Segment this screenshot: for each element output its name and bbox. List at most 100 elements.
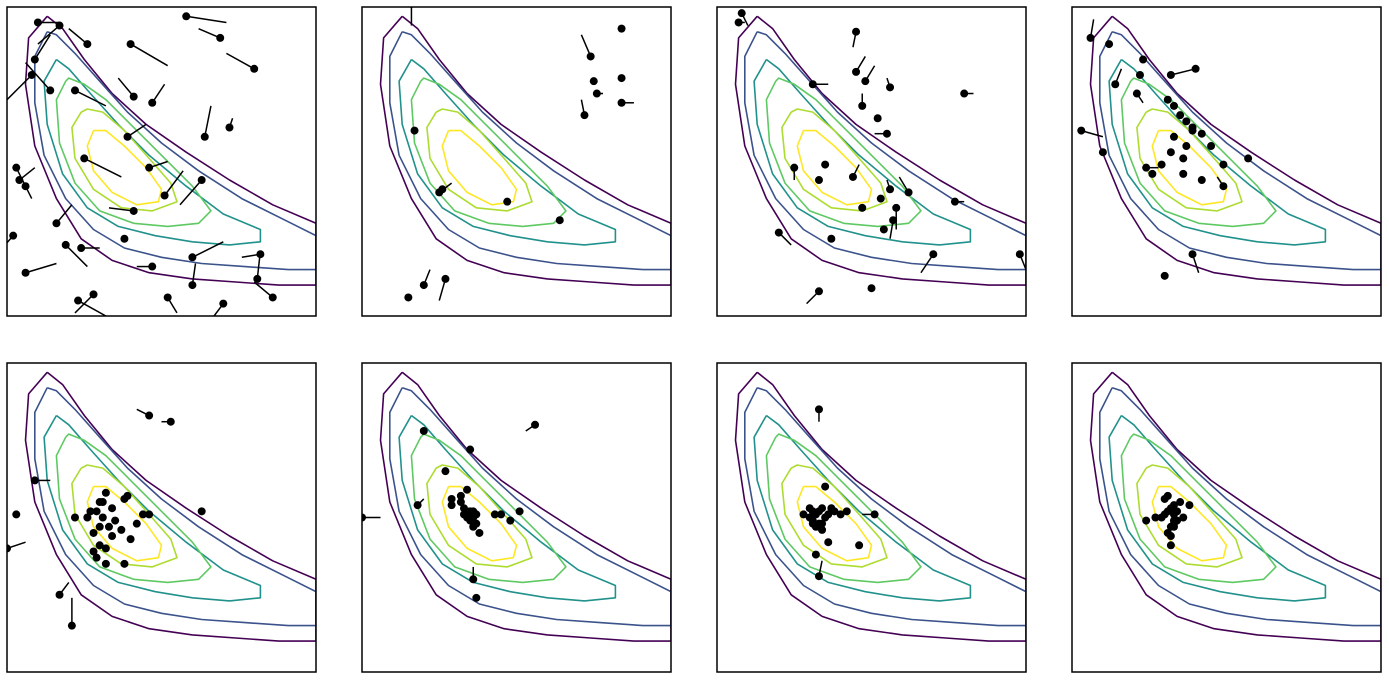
particle-point [117, 525, 126, 534]
particle-point [200, 132, 209, 141]
particle-point [852, 67, 861, 76]
particle-point [1188, 250, 1197, 259]
particle-point [166, 417, 175, 426]
contour-level-6 [796, 485, 873, 562]
particle-point [580, 111, 589, 120]
contour-level-2 [389, 30, 671, 271]
particle-point [855, 541, 864, 550]
panel-8 [1071, 362, 1382, 673]
particle-point [95, 498, 104, 507]
gradient-tail [130, 43, 169, 67]
particle-point [145, 163, 154, 172]
contour-level-3 [398, 414, 617, 602]
particle-point [410, 126, 419, 135]
particle-point [216, 33, 225, 42]
panel-5-plot-area [7, 371, 316, 642]
particle-point [362, 513, 366, 522]
contour-level-6 [441, 485, 518, 562]
particle-point [886, 83, 895, 92]
particle-point [586, 52, 595, 61]
contour-level-5 [1136, 464, 1243, 568]
contour-level-6 [1151, 129, 1228, 206]
particle-point [1157, 160, 1166, 169]
particle-point [882, 129, 891, 138]
gradient-tail [1170, 68, 1196, 76]
particle-point [503, 197, 512, 206]
particle-point [120, 559, 129, 568]
particle-point [92, 507, 101, 516]
particle-point [145, 411, 154, 420]
particle-point [475, 528, 484, 537]
particle-point [70, 86, 79, 95]
panel-8-plot-area [1089, 371, 1381, 642]
particle-point [12, 163, 21, 172]
particle-point [790, 163, 799, 172]
particle-point [188, 281, 197, 290]
particle-point [1160, 271, 1169, 280]
particle-point [1098, 148, 1107, 157]
particle-point [438, 185, 447, 194]
particle-point [811, 550, 820, 559]
contour-level-2 [744, 386, 1026, 627]
particle-point [55, 590, 64, 599]
particle-point [1169, 522, 1178, 531]
particle-point [120, 494, 129, 503]
contour-level-5 [71, 108, 178, 212]
particle-point [129, 206, 138, 215]
contour-level-2 [389, 386, 671, 627]
particle-point [1179, 154, 1188, 163]
particle-point [1169, 516, 1178, 525]
gradient-tail [34, 34, 51, 60]
particle-point [441, 274, 450, 283]
contour-level-5 [1136, 108, 1243, 212]
particle-point [95, 522, 104, 531]
particle-point [824, 510, 833, 519]
panel-6 [361, 362, 672, 673]
panel-4-plot-area [1077, 15, 1381, 286]
particle-point [617, 24, 626, 33]
particle-point [447, 501, 456, 510]
panel-4 [1071, 6, 1382, 317]
particle-point [197, 507, 206, 516]
gradient-tail [253, 281, 274, 299]
particle-point [52, 219, 61, 228]
panel-2 [361, 6, 672, 317]
particle-point [268, 293, 277, 302]
particle-point [904, 188, 913, 197]
particle-point [419, 426, 428, 435]
particle-point [1169, 101, 1178, 110]
contour-level-6 [796, 129, 873, 206]
particle-point [1173, 507, 1182, 516]
contour-level-3 [753, 414, 972, 602]
particle-point [1166, 148, 1175, 157]
particle-point [929, 250, 938, 259]
particle-point [867, 284, 876, 293]
particle-point [1139, 55, 1148, 64]
contour-level-2 [34, 30, 316, 271]
particle-point [132, 519, 141, 528]
contour-level-2 [1099, 386, 1381, 627]
particle-point [824, 538, 833, 547]
contour-level-1 [24, 15, 316, 286]
particle-point [1148, 169, 1157, 178]
particle-point [1142, 163, 1151, 172]
particle-point [814, 176, 823, 185]
particle-point [852, 27, 861, 36]
contour-level-6 [441, 129, 518, 206]
particle-point [86, 507, 95, 516]
particle-point [129, 92, 138, 101]
gradient-tail [108, 207, 134, 212]
particle-point [104, 522, 113, 531]
particle-point [466, 445, 475, 454]
particle-point [463, 485, 472, 494]
particle-point [98, 513, 107, 522]
particle-point [808, 80, 817, 89]
contour-level-1 [1089, 371, 1381, 642]
particle-point [138, 510, 147, 519]
particle-point [555, 216, 564, 225]
particle-point [1197, 129, 1206, 138]
gradient-tail [186, 15, 227, 24]
contour-level-3 [43, 414, 262, 602]
particle-point [188, 253, 197, 262]
particle-point [861, 77, 870, 86]
